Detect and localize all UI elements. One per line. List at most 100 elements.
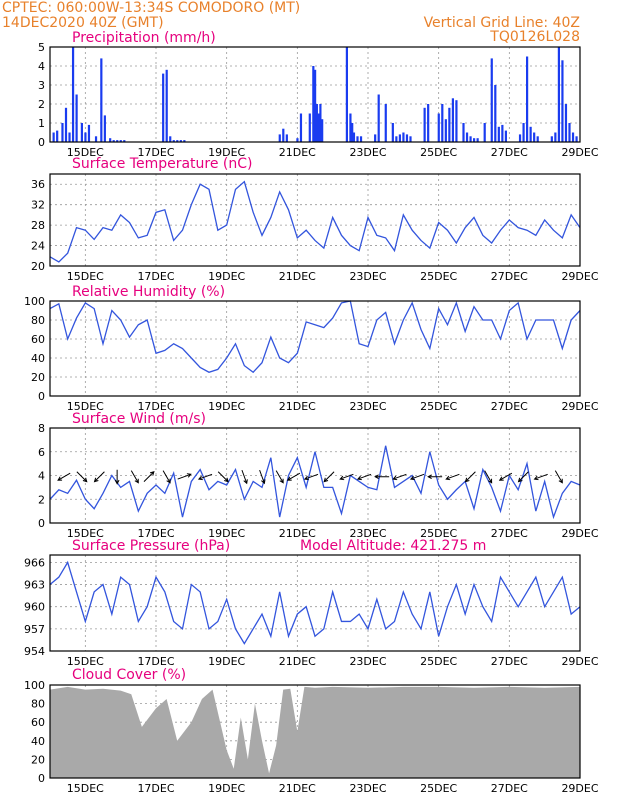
precip-bar: [87, 124, 91, 142]
x-tick-label: 21DEC: [279, 146, 316, 159]
x-tick-label: 27DEC: [491, 146, 528, 159]
x-tick-label: 19DEC: [208, 527, 245, 540]
x-tick-label: 27DEC: [491, 270, 528, 283]
precip-bar: [312, 66, 315, 142]
panel-title: Cloud Cover (%): [72, 667, 186, 683]
x-tick-label: 23DEC: [349, 527, 386, 540]
wind-vector: [130, 470, 139, 484]
precip-bar: [162, 73, 165, 142]
y-tick-label: 80: [31, 314, 45, 327]
x-tick-label: 15DEC: [67, 527, 104, 540]
precip-bar: [395, 136, 398, 142]
precip-bar: [529, 126, 532, 142]
precip-bar: [352, 132, 356, 142]
header-line-1: CPTEC: 060:00W-13:34S COMODORO (MT): [2, 0, 300, 16]
precip-bar: [319, 104, 322, 142]
precip-bar: [315, 104, 318, 142]
y-tick-label: 60: [31, 716, 45, 729]
x-tick-label: 27DEC: [491, 400, 528, 413]
wind-vector: [427, 474, 443, 480]
x-tick-label: 21DEC: [279, 527, 316, 540]
plot-frame: [49, 46, 581, 143]
precip-bar: [356, 136, 359, 142]
wind-vector: [286, 472, 301, 481]
panel-title: Relative Humidity (%): [72, 284, 225, 300]
x-tick-label: 15DEC: [67, 782, 104, 795]
wind-vector: [93, 471, 105, 483]
precip-bar: [494, 85, 497, 142]
wind-vector: [498, 472, 513, 481]
x-tick-label: 29DEC: [561, 146, 598, 159]
precip-bar: [109, 138, 112, 142]
precip-bar: [308, 113, 311, 142]
x-tick-label: 21DEC: [279, 270, 316, 283]
x-tick-label: 19DEC: [208, 782, 245, 795]
y-tick-label: 100: [24, 295, 45, 308]
precip-bar: [116, 140, 119, 142]
y-tick-label: 0: [38, 390, 45, 403]
y-tick-label: 28: [31, 219, 45, 232]
wind-vector: [275, 470, 284, 484]
precip-bar: [423, 107, 426, 142]
x-tick-label: 29DEC: [561, 655, 598, 668]
x-tick-label: 21DEC: [279, 655, 316, 668]
x-tick-label: 21DEC: [279, 782, 316, 795]
series-line: [49, 560, 581, 645]
y-tick-label: 2: [38, 493, 45, 506]
x-tick-label: 17DEC: [137, 146, 174, 159]
panels: 0 1 2 3 4 5 15DEC 17DEC 19DEC 21DEC 23DEC 25DEC 27DE…: [24, 30, 599, 795]
wind-vector: [197, 473, 213, 481]
precip-bar: [536, 136, 539, 142]
precip-bar: [526, 56, 529, 142]
precip-bar: [314, 69, 317, 142]
x-tick-label: 15DEC: [67, 400, 104, 413]
y-tick-label: 20: [31, 753, 45, 766]
precip-bar: [299, 113, 303, 142]
precip-bar: [501, 124, 504, 142]
precip-bar: [518, 134, 522, 142]
x-tick-label: 27DEC: [491, 655, 528, 668]
precip-bar: [554, 132, 557, 142]
panel-6: 0 20 40 60 80 100 15DEC 17DEC 19DEC 21DEC 23DEC 25D…: [24, 667, 599, 795]
y-tick-label: 32: [31, 199, 45, 212]
x-tick-label: 15DEC: [67, 146, 104, 159]
panel-1: 0 1 2 3 4 5 15DEC 17DEC 19DEC 21DEC 23DEC 25DEC 27DE…: [38, 30, 599, 159]
y-tick-label: 80: [31, 698, 45, 711]
wind-vector: [114, 469, 120, 485]
wind-vector: [143, 471, 155, 482]
y-tick-label: 960: [24, 601, 45, 614]
y-tick-label: 60: [31, 333, 45, 346]
precip-bar: [359, 136, 363, 142]
x-tick-label: 19DEC: [208, 400, 245, 413]
y-tick-label: 20: [31, 260, 45, 273]
x-tick-label: 19DEC: [208, 270, 245, 283]
precip-bar: [179, 140, 182, 142]
y-tick-label: 963: [24, 579, 45, 592]
panel-5: 954 957 960 963 966 15DEC 17DEC 19DEC 21DEC 23DEC…: [24, 538, 599, 668]
x-tick-label: 25DEC: [420, 270, 457, 283]
wind-vector: [259, 469, 266, 485]
x-tick-label: 25DEC: [420, 527, 457, 540]
x-tick-label: 23DEC: [349, 400, 386, 413]
precip-bar: [402, 132, 405, 142]
x-tick-label: 29DEC: [561, 400, 598, 413]
wind-vector: [554, 470, 563, 484]
panel-2: 20 24 28 32 36 15DEC 17DEC 19DEC 21DEC 23DEC 25DEC…: [31, 156, 599, 283]
plot-frame: [49, 684, 581, 779]
precip-bar: [441, 104, 444, 142]
y-tick-label: 954: [24, 645, 45, 658]
precip-bar: [448, 107, 451, 142]
precip-bar: [568, 123, 571, 142]
wind-vector: [303, 473, 319, 481]
precip-bar: [100, 58, 103, 142]
precip-bar: [427, 104, 430, 142]
precip-bar: [123, 140, 126, 142]
precip-bar: [473, 138, 476, 142]
wind-vector: [374, 474, 390, 480]
series-line: [49, 300, 581, 374]
precip-bar: [75, 94, 78, 142]
precip-bar: [351, 123, 354, 142]
run-code: TQ0126L028: [489, 29, 580, 45]
y-tick-label: 8: [38, 422, 45, 435]
plot-frame: [49, 554, 581, 652]
